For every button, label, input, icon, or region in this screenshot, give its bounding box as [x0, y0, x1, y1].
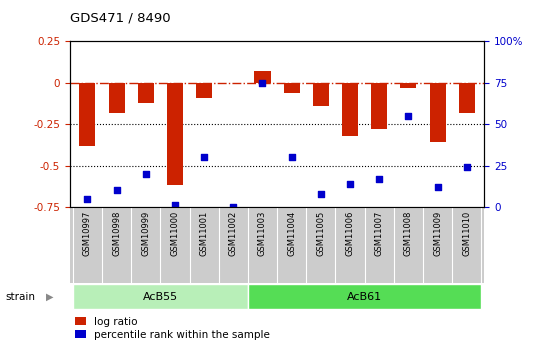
Bar: [313, 83, 329, 106]
Bar: [371, 83, 387, 129]
Text: GSM11010: GSM11010: [462, 211, 471, 256]
Bar: [459, 83, 475, 112]
Point: [375, 176, 384, 181]
Text: GSM11003: GSM11003: [258, 211, 267, 256]
Text: GSM11008: GSM11008: [404, 211, 413, 256]
Text: ▶: ▶: [46, 292, 53, 302]
Bar: [342, 83, 358, 136]
Text: GSM11009: GSM11009: [433, 211, 442, 256]
Text: GSM10997: GSM10997: [83, 211, 92, 256]
Point: [112, 188, 121, 193]
Point: [404, 113, 413, 119]
Legend: log ratio, percentile rank within the sample: log ratio, percentile rank within the sa…: [75, 317, 270, 340]
Point: [346, 181, 355, 187]
Text: GSM11004: GSM11004: [287, 211, 296, 256]
Text: GSM10998: GSM10998: [112, 211, 121, 256]
Point: [229, 204, 238, 210]
Text: GSM10999: GSM10999: [141, 211, 150, 256]
Point: [433, 184, 442, 190]
Text: GSM11000: GSM11000: [171, 211, 180, 256]
Point: [200, 155, 208, 160]
Bar: [196, 83, 212, 98]
Text: GSM11001: GSM11001: [200, 211, 209, 256]
Bar: [400, 83, 416, 88]
Bar: [138, 83, 154, 103]
Text: GSM11007: GSM11007: [374, 211, 384, 256]
Point: [287, 155, 296, 160]
Bar: [73, 284, 248, 309]
Bar: [248, 284, 482, 309]
Text: GSM11002: GSM11002: [229, 211, 238, 256]
Point: [141, 171, 150, 177]
Bar: [167, 83, 183, 186]
Bar: [284, 83, 300, 93]
Bar: [254, 71, 271, 83]
Text: GSM11006: GSM11006: [345, 211, 355, 256]
Text: AcB61: AcB61: [347, 292, 382, 302]
Bar: [429, 83, 445, 142]
Point: [316, 191, 325, 197]
Text: GDS471 / 8490: GDS471 / 8490: [70, 11, 171, 24]
Text: AcB55: AcB55: [143, 292, 178, 302]
Point: [258, 80, 267, 86]
Point: [171, 203, 179, 208]
Point: [83, 196, 92, 201]
Bar: [80, 83, 95, 146]
Point: [462, 165, 471, 170]
Text: strain: strain: [5, 292, 36, 302]
Bar: [109, 83, 125, 112]
Text: GSM11005: GSM11005: [316, 211, 325, 256]
